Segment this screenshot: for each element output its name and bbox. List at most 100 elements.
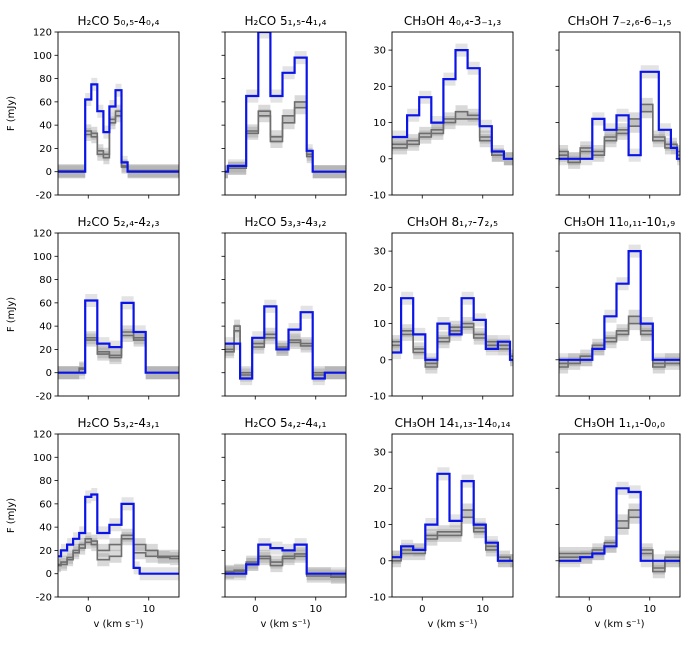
x-tick-label: 10 [142,604,155,615]
y-tick-label: -10 [370,191,386,202]
panel-title: H₂CO 5₀,₅-4₀,₄ [78,14,160,28]
axes-frame [224,433,347,598]
uncertainty-band-2 [559,105,680,169]
x-tick-label: 10 [476,604,489,615]
y-axis-label: F (mJy) [6,498,17,533]
uncertainty-band-1 [225,95,346,179]
uncertainty-band-2 [559,510,680,579]
plot-area [392,467,513,568]
y-tick-label: 10 [373,319,386,330]
axes-frame [391,31,514,196]
y-tick-label: 0 [380,154,386,165]
uncertainty-band-0 [225,32,346,179]
uncertainty-band-1 [392,105,513,166]
y-tick-label: 20 [39,144,52,155]
axes-frame [558,232,681,397]
series-line-gray-0 [559,509,680,569]
series-line-gray-1 [392,118,513,160]
plot-area [559,244,680,374]
y-tick-label: -20 [36,392,52,403]
y-tick-label: -20 [36,593,52,604]
series-line-main [392,297,513,361]
axes-frame [57,433,180,598]
uncertainty-band-1 [559,309,680,370]
y-tick-label: 0 [380,355,386,366]
y-tick-label: 40 [39,523,52,534]
x-axis-label: v (km s⁻¹) [594,619,644,630]
y-axis-label: F (mJy) [6,297,17,332]
y-tick-label: -10 [370,593,386,604]
y-tick-label: 0 [380,556,386,567]
series-line-main [559,487,680,562]
uncertainty-band-1 [58,325,179,380]
y-tick-label: 30 [373,46,386,57]
series-line-main [559,70,680,160]
uncertainty-band-0 [225,299,346,386]
y-tick-label: 120 [33,229,52,240]
y-tick-label: 40 [39,322,52,333]
series-line-main [58,299,179,374]
y-tick-label: 0 [46,368,52,379]
panel-title: CH₃OH 1₁,₁-0₀,₀ [574,416,665,430]
series-line-main [58,83,179,173]
uncertainty-band-0 [392,43,513,166]
panel-1-2: -10 0 10 20 30 CH₃OH 8₁,₇-7₂,₅ [370,215,514,403]
y-tick-label: 0 [46,167,52,178]
y-tick-label: 20 [373,484,386,495]
uncertainty-band-1 [392,317,513,370]
y-tick-label: 20 [39,345,52,356]
panel-0-2: -10 0 10 20 30 CH₃OH 4₀,₄-3₋₁,₃ [370,14,514,202]
y-tick-label: 10 [373,520,386,531]
panel-2-3: 0 10 CH₃OH 1₁,₁-0₀,₀ v (km s⁻¹) [555,416,681,630]
panel-title: CH₃OH 7₋₂,₆-6₋₁,₅ [568,14,672,28]
axes-frame [391,232,514,397]
y-tick-label: 80 [39,476,52,487]
panel-title: CH₃OH 14₁,₁₃-14₀,₁₄ [395,416,511,430]
series-line-gray-1 [58,537,179,567]
axes-frame [57,232,180,397]
x-tick-label: 0 [252,604,258,615]
panel-1-3: CH₃OH 11₀,₁₁-10₁,₉ [555,215,681,400]
axes-frame [224,232,347,397]
uncertainty-band-2 [225,324,346,382]
uncertainty-band-0 [58,77,179,179]
axes-frame [558,433,681,598]
x-tick-label: 10 [643,604,656,615]
panel-1-0: -20 0 20 40 60 80 100 120 H₂CO 5₂,₄-4₂,₃ F (mJy) [6,215,180,403]
plot-area [225,32,346,179]
y-tick-label: 20 [39,546,52,557]
panel-title: H₂CO 5₃,₃-4₃,₂ [245,215,327,229]
y-tick-label: -20 [36,191,52,202]
series-line-main [225,305,346,380]
y-tick-label: 100 [33,453,52,464]
axes-frame [57,31,180,196]
uncertainty-band-0 [392,467,513,568]
panel-2-2: -10 0 10 20 30 0 10 CH₃OH 14₁,₁₃-14₀,₁₄ v (km s⁻… [370,416,514,630]
y-tick-label: 100 [33,51,52,62]
uncertainty-band-0 [58,488,179,581]
uncertainty-band-2 [392,320,513,374]
series-line-main [225,32,346,173]
panel-1-1: H₂CO 5₃,₃-4₃,₂ [221,215,347,400]
panel-2-1: 0 10 H₂CO 5₄,₂-4₄,₁ v (km s⁻¹) [221,416,347,630]
uncertainty-band-0 [559,244,680,367]
series-line-gray-1 [559,110,680,164]
panel-2-0: -20 0 20 40 60 80 100 120 0 10 H₂CO 5₃,₂-4₃,₁ v (km… [6,416,180,630]
y-tick-label: 80 [39,275,52,286]
uncertainty-band-2 [58,328,179,380]
x-axis-label: v (km s⁻¹) [260,619,310,630]
y-tick-label: 10 [373,118,386,129]
series-line-main [58,493,179,575]
series-line-gray-1 [58,115,179,173]
plot-area [225,299,346,386]
uncertainty-band-0 [392,291,513,367]
x-tick-label: 0 [586,604,592,615]
y-tick-label: 20 [373,283,386,294]
panel-title: H₂CO 5₂,₄-4₂,₃ [78,215,160,229]
x-axis-label: v (km s⁻¹) [93,619,143,630]
panel-0-1: H₂CO 5₁,₅-4₁,₄ [221,14,347,199]
y-tick-label: 80 [39,74,52,85]
plot-area [58,77,179,179]
axes-frame [391,433,514,598]
